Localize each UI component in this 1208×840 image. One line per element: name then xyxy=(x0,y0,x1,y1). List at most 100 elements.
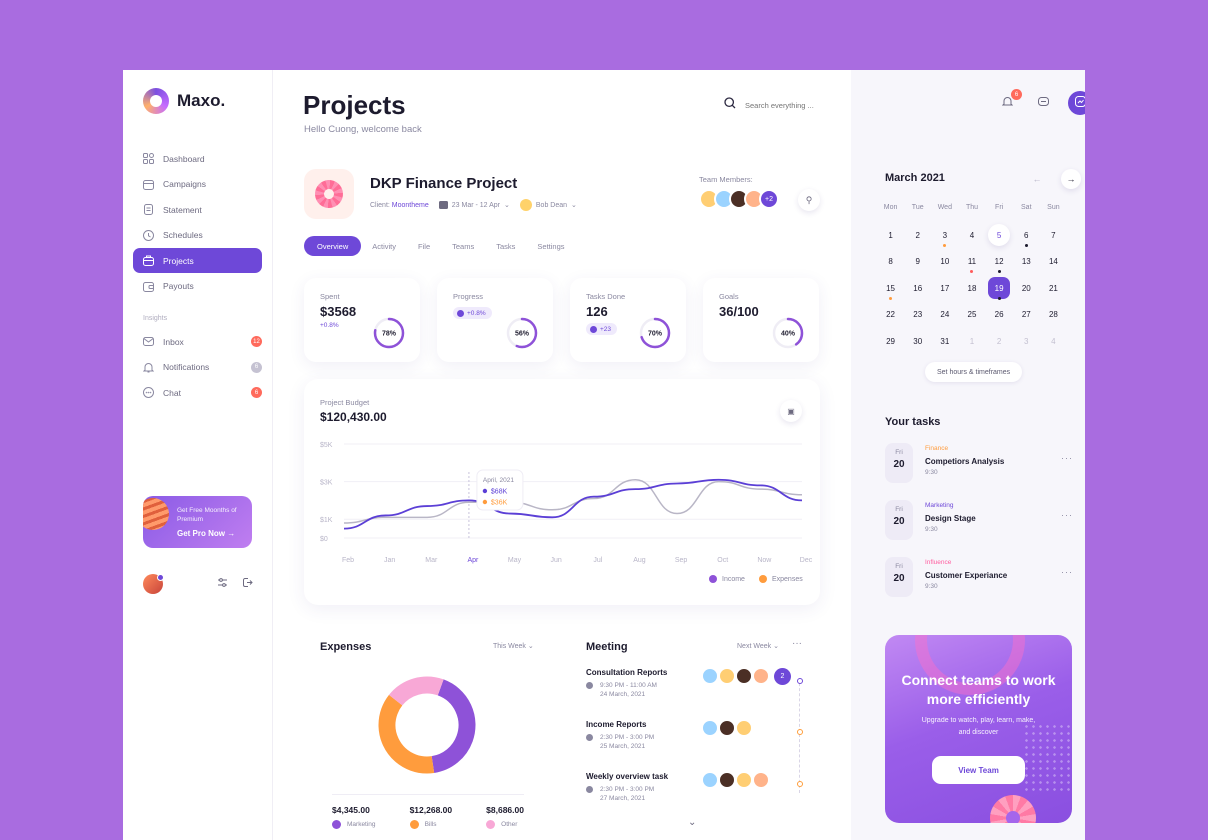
sidebar-item-payouts[interactable]: Payouts xyxy=(133,274,262,299)
settings-sliders-icon[interactable] xyxy=(217,577,228,591)
calendar-day[interactable]: 3 xyxy=(1013,328,1040,355)
sidebar-item-inbox[interactable]: Inbox 12 xyxy=(133,329,262,354)
calendar-day[interactable]: 16 xyxy=(904,275,931,302)
stat-card-spent[interactable]: Spent $3568 +0.8% 78% xyxy=(304,278,420,362)
attendee-avatar[interactable] xyxy=(719,668,735,684)
task-item[interactable]: Fri 20 Marketing Design Stage 9:30 ··· xyxy=(885,500,1073,540)
tab-teams[interactable]: Teams xyxy=(452,241,475,251)
calendar-day[interactable]: 22 xyxy=(877,302,904,329)
meeting-item[interactable]: Income Reports 2:30 PM - 3:00 PM 25 March… xyxy=(586,720,816,770)
calendar-day[interactable]: 17 xyxy=(931,275,958,302)
calendar-day[interactable]: 19 xyxy=(986,275,1013,302)
meeting-item[interactable]: Weekly overview task 2:30 PM - 3:00 PM 27… xyxy=(586,772,816,822)
get-pro-button[interactable]: Get Pro Now → xyxy=(177,529,235,538)
legend-expenses[interactable]: Expenses xyxy=(758,575,803,583)
attendee-avatar[interactable] xyxy=(736,720,752,736)
attendee-avatar[interactable] xyxy=(719,772,735,788)
calendar-day[interactable]: 4 xyxy=(958,222,985,249)
attendee-avatar[interactable] xyxy=(702,720,718,736)
search-icon[interactable] xyxy=(724,96,736,114)
tab-overview[interactable]: Overview xyxy=(304,236,362,256)
tab-activity[interactable]: Activity xyxy=(372,241,397,251)
chevron-down-icon[interactable]: ⌄ xyxy=(688,817,697,828)
search-input[interactable] xyxy=(745,100,825,110)
attendee-avatar[interactable] xyxy=(702,772,718,788)
sidebar-item-projects[interactable]: Projects xyxy=(133,248,262,273)
expenses-period-select[interactable]: This Week ⌄ xyxy=(493,642,534,650)
calendar-day[interactable]: 27 xyxy=(1013,302,1040,329)
calendar-day[interactable]: 3 xyxy=(931,222,958,249)
calendar-day[interactable]: 30 xyxy=(904,328,931,355)
tab-settings[interactable]: Settings xyxy=(537,241,565,251)
sidebar-item-campaigns[interactable]: Campaigns xyxy=(133,172,262,197)
add-member-button[interactable]: ⚲ xyxy=(798,189,820,211)
calendar-day[interactable]: 13 xyxy=(1013,249,1040,276)
calendar-day[interactable]: 18 xyxy=(958,275,985,302)
calendar-day[interactable]: 14 xyxy=(1040,249,1067,276)
attendee-avatar[interactable] xyxy=(736,668,752,684)
calendar-day[interactable]: 28 xyxy=(1040,302,1067,329)
attendee-avatar[interactable] xyxy=(753,772,769,788)
calendar-day[interactable]: 26 xyxy=(986,302,1013,329)
avatar[interactable] xyxy=(143,574,164,594)
calendar-day[interactable]: 29 xyxy=(877,328,904,355)
calendar-day[interactable]: 1 xyxy=(877,222,904,249)
calendar-day[interactable]: 8 xyxy=(877,249,904,276)
attendee-avatar[interactable] xyxy=(719,720,735,736)
calendar-day[interactable]: 31 xyxy=(931,328,958,355)
calendar-day[interactable]: 21 xyxy=(1040,275,1067,302)
promo-card[interactable]: Get Free Moonths of Premium Get Pro Now … xyxy=(143,496,252,548)
view-team-button[interactable]: View Team xyxy=(932,756,1025,784)
sidebar-item-chat[interactable]: Chat 6 xyxy=(133,380,262,405)
legend-income[interactable]: Income xyxy=(709,575,745,583)
more-icon[interactable]: ··· xyxy=(1061,567,1073,577)
more-icon[interactable]: ··· xyxy=(1061,453,1073,463)
sidebar-item-statement[interactable]: Statement xyxy=(133,197,262,222)
calendar-day[interactable]: 7 xyxy=(1040,222,1067,249)
tab-file[interactable]: File xyxy=(418,241,431,251)
logout-icon[interactable] xyxy=(242,577,253,591)
stat-card-progress[interactable]: Progress +0.8% 56% xyxy=(437,278,553,362)
next-month-button[interactable]: → xyxy=(1061,169,1081,189)
tab-tasks[interactable]: Tasks xyxy=(496,241,516,251)
task-item[interactable]: Fri 20 Finance Competiors Analysis 9:30 … xyxy=(885,443,1073,483)
calendar-day[interactable]: 11 xyxy=(958,249,985,276)
budget-options-button[interactable]: ▣ xyxy=(780,400,802,422)
calendar-day[interactable]: 10 xyxy=(931,249,958,276)
messages-button[interactable] xyxy=(1032,92,1054,114)
logo[interactable]: Maxo. xyxy=(143,88,225,114)
calendar-day[interactable]: 1 xyxy=(958,328,985,355)
more-icon[interactable]: ··· xyxy=(1061,510,1073,520)
sidebar-item-schedules[interactable]: Schedules xyxy=(133,223,262,248)
more-icon[interactable]: ··· xyxy=(792,638,802,649)
calendar-day[interactable]: 5 xyxy=(986,222,1013,249)
calendar-day[interactable]: 24 xyxy=(931,302,958,329)
sidebar-item-notifications[interactable]: Notifications 6 xyxy=(133,355,262,380)
activity-button[interactable]: 6 xyxy=(1068,91,1085,115)
calendar-day[interactable]: 23 xyxy=(904,302,931,329)
attendee-avatar[interactable] xyxy=(736,772,752,788)
calendar-day[interactable]: 2 xyxy=(904,222,931,249)
calendar-day[interactable]: 25 xyxy=(958,302,985,329)
set-hours-button[interactable]: Set hours & timeframes xyxy=(925,362,1023,382)
calendar-day[interactable]: 9 xyxy=(904,249,931,276)
calendar-day[interactable]: 15 xyxy=(877,275,904,302)
meeting-item[interactable]: Consultation Reports 9:30 PM - 11:00 AM 2… xyxy=(586,668,816,718)
attendee-more-count[interactable]: 2 xyxy=(774,668,791,685)
task-item[interactable]: Fri 20 Influence Customer Experiance 9:3… xyxy=(885,557,1073,597)
stat-card-goals[interactable]: Goals 36/100 40% xyxy=(703,278,819,362)
attendee-avatar[interactable] xyxy=(702,668,718,684)
date-range-select[interactable]: 23 Mar - 12 Apr ⌄ xyxy=(438,200,510,211)
sidebar-item-dashboard[interactable]: Dashboard xyxy=(133,146,262,171)
calendar-day[interactable]: 2 xyxy=(986,328,1013,355)
calendar-day[interactable]: 6 xyxy=(1013,222,1040,249)
prev-month-button[interactable]: ← xyxy=(1027,169,1047,189)
attendee-avatar[interactable] xyxy=(753,668,769,684)
team-more-count[interactable]: +2 xyxy=(759,189,779,209)
meeting-period-select[interactable]: Next Week ⌄ xyxy=(737,642,779,650)
calendar-day[interactable]: 12 xyxy=(986,249,1013,276)
calendar-day[interactable]: 4 xyxy=(1040,328,1067,355)
client-name[interactable]: Moontheme xyxy=(391,201,429,209)
calendar-day[interactable]: 20 xyxy=(1013,275,1040,302)
stat-card-tasks-done[interactable]: Tasks Done 126 +23 70% xyxy=(570,278,686,362)
